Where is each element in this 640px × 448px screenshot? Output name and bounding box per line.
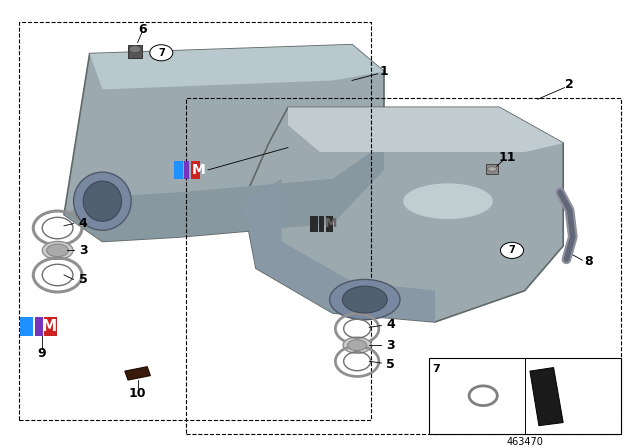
Ellipse shape — [342, 286, 387, 313]
Bar — [186, 99, 621, 434]
Bar — [19, 22, 371, 420]
Polygon shape — [64, 45, 384, 241]
Text: 463470: 463470 — [506, 437, 543, 447]
Polygon shape — [125, 366, 150, 380]
Ellipse shape — [129, 46, 141, 53]
Bar — [486, 164, 498, 174]
Ellipse shape — [488, 167, 497, 171]
Ellipse shape — [343, 337, 371, 353]
Ellipse shape — [47, 244, 68, 257]
Text: 11: 11 — [498, 151, 516, 164]
Circle shape — [500, 242, 524, 258]
Bar — [128, 45, 142, 58]
Bar — [35, 317, 43, 336]
Text: M: M — [191, 163, 205, 177]
Text: 2: 2 — [565, 78, 574, 91]
Bar — [20, 317, 33, 336]
Polygon shape — [288, 108, 563, 152]
Polygon shape — [530, 367, 563, 426]
Polygon shape — [90, 45, 384, 90]
Text: 3: 3 — [386, 339, 395, 352]
Text: 7: 7 — [509, 246, 515, 255]
Text: M: M — [42, 319, 57, 334]
Bar — [184, 161, 189, 179]
Ellipse shape — [348, 340, 367, 350]
Text: 6: 6 — [138, 22, 147, 35]
Polygon shape — [243, 179, 435, 322]
Text: 7: 7 — [158, 48, 164, 58]
Text: M: M — [325, 217, 338, 230]
Bar — [326, 215, 333, 232]
Ellipse shape — [83, 181, 122, 221]
Text: 3: 3 — [79, 244, 88, 257]
Bar — [319, 215, 324, 232]
Bar — [310, 215, 318, 232]
Text: 5: 5 — [386, 358, 395, 371]
Text: 7: 7 — [433, 364, 440, 374]
Text: 8: 8 — [584, 255, 593, 268]
Ellipse shape — [42, 241, 73, 259]
Polygon shape — [64, 143, 384, 241]
Ellipse shape — [330, 280, 400, 320]
Text: 5: 5 — [79, 273, 88, 286]
Ellipse shape — [403, 183, 493, 219]
Bar — [174, 161, 183, 179]
Ellipse shape — [74, 172, 131, 230]
Bar — [191, 161, 200, 179]
Bar — [429, 358, 621, 434]
Polygon shape — [243, 108, 563, 322]
Text: 1: 1 — [380, 65, 388, 78]
Bar — [44, 317, 57, 336]
Circle shape — [150, 45, 173, 61]
Text: 4: 4 — [386, 318, 395, 331]
Text: 9: 9 — [37, 347, 46, 360]
Text: 4: 4 — [79, 217, 88, 230]
Text: 10: 10 — [129, 387, 147, 400]
